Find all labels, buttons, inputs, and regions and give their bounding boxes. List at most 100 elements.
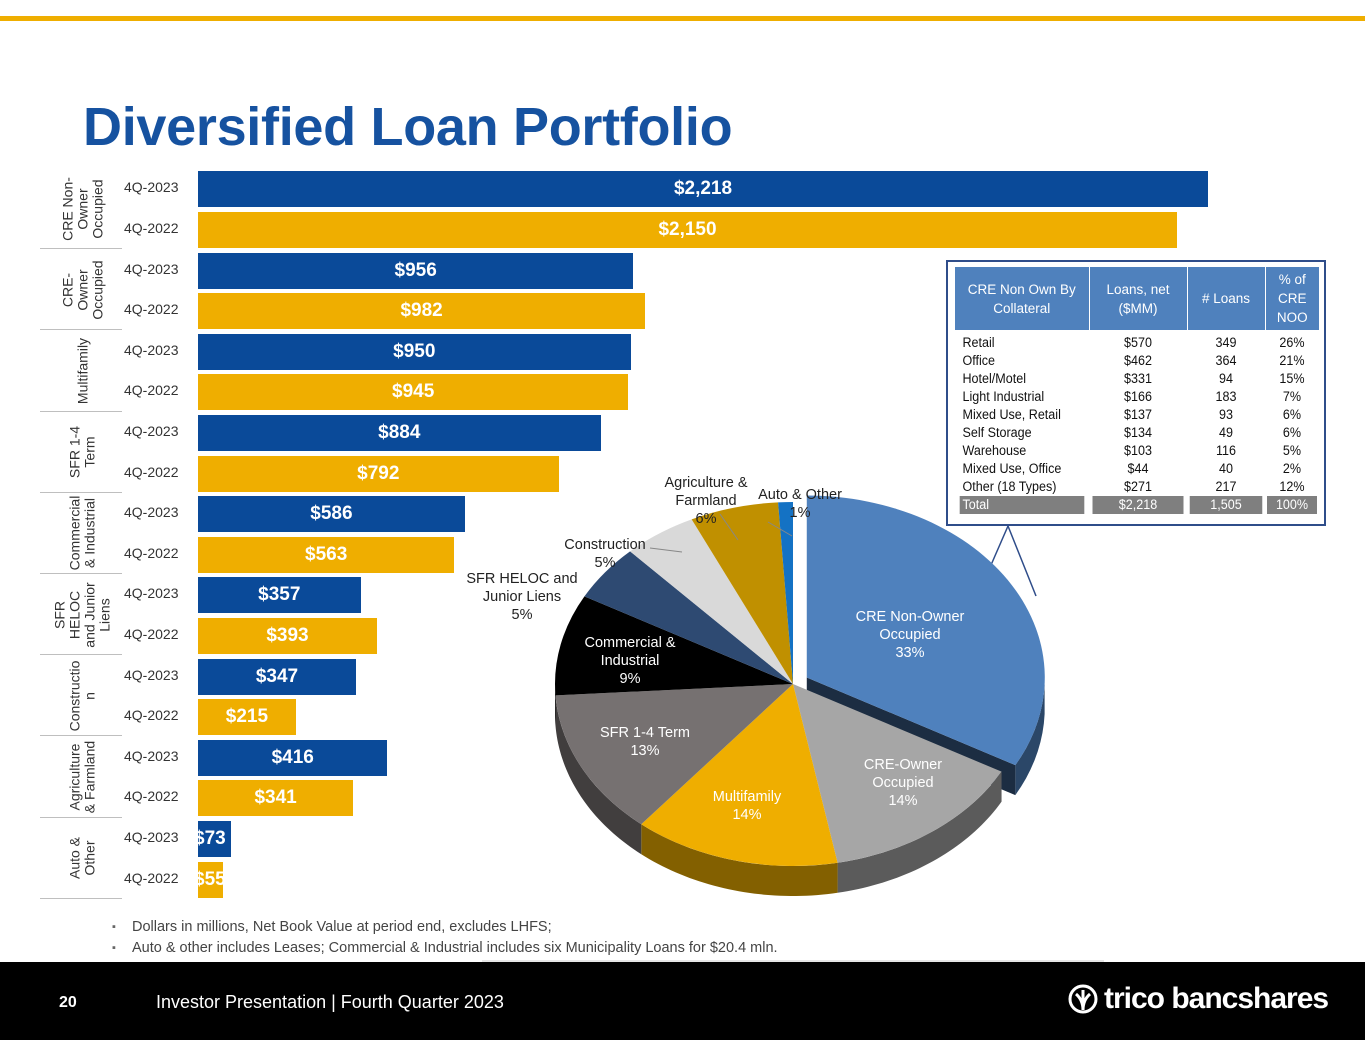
loan-bar-chart: CRE Non- Owner Occupied 4Q-2023 $2,218 4Q-2… <box>38 168 1218 904</box>
pie-slice-side <box>837 771 1002 893</box>
period-label: 4Q-2023 <box>124 666 179 683</box>
footnote: Auto & other includes Leases; Commercial… <box>112 938 778 959</box>
category-label: Agriculture & Farmland <box>66 740 98 814</box>
table-cell: 349 <box>1215 335 1237 350</box>
pie-slice-label: Agriculture & Farmland 6% <box>664 475 748 527</box>
bar-value-label: $792 <box>357 462 400 484</box>
bar-2022 <box>198 455 559 492</box>
pie-slice-label: Commercial & Industrial 9% <box>584 635 676 687</box>
category-separator <box>40 248 122 250</box>
bar-2022 <box>198 536 455 573</box>
bar-value-label: $55 <box>194 868 226 890</box>
category-separator <box>40 329 122 331</box>
category-separator <box>40 735 122 737</box>
period-label: 4Q-2022 <box>124 707 179 724</box>
bar-value-label: $73 <box>194 827 226 849</box>
table-body: Retail $570 349 26% Office $462 364 21% Hotel/Mo… <box>955 330 1319 514</box>
table-cell: $103 <box>1124 443 1152 458</box>
pie-slice-label: SFR 1-4 Term 13% <box>600 725 690 759</box>
table-cell: $462 <box>1124 353 1152 368</box>
table-row: Self Storage $134 49 6% <box>955 424 1319 442</box>
period-label: 4Q-2023 <box>124 179 179 196</box>
bar-value-label: $341 <box>254 787 297 809</box>
table-total-cell: 100% <box>1266 496 1318 514</box>
pie-slice-side <box>1015 684 1045 796</box>
footnotes: Dollars in millions, Net Book Value at p… <box>112 917 778 959</box>
bar-2023 <box>198 171 1208 208</box>
period-label: 4Q-2022 <box>124 869 179 886</box>
period-label: 4Q-2022 <box>124 625 179 642</box>
page-title: Diversified Loan Portfolio <box>83 97 733 157</box>
bar-value-label: $2,150 <box>658 218 717 240</box>
table-cell: Hotel/Motel <box>962 371 1026 386</box>
table-total-row: Total $2,218 1,505 100% <box>955 496 1319 514</box>
footnote: Dollars in millions, Net Book Value at p… <box>112 917 778 938</box>
pie-svg <box>555 495 1045 896</box>
brand-leaf-icon <box>1068 984 1098 1014</box>
bar-2022 <box>198 293 646 330</box>
category-label: SFR HELOC and Junior Liens <box>51 581 113 648</box>
pie-slice <box>793 684 1002 863</box>
table-row: Other (18 Types) $271 217 12% <box>955 478 1319 496</box>
bar-value-label: $884 <box>378 421 421 443</box>
footnote-rule <box>482 960 1104 962</box>
table-cell: 15% <box>1279 371 1305 386</box>
period-label: 4Q-2023 <box>124 585 179 602</box>
category-label: Commercial & Industrial <box>66 496 98 571</box>
bar-2022 <box>198 211 1178 248</box>
table-cell: Other (18 Types) <box>962 479 1057 494</box>
top-accent-rule <box>0 16 1365 21</box>
footer-bar: 20 Investor Presentation | Fourth Quarte… <box>0 962 1365 1040</box>
bar-value-label: $950 <box>393 340 436 362</box>
table-cell: Mixed Use, Retail <box>962 407 1061 422</box>
table-cell: Mixed Use, Office <box>962 461 1062 476</box>
table-cell: 116 <box>1215 443 1237 458</box>
table-row: Retail $570 349 26% <box>955 330 1319 352</box>
period-label: 4Q-2023 <box>124 828 179 845</box>
table-total-cell: 1,505 <box>1189 496 1263 514</box>
header-pct-cre-noo: % of CRE NOO <box>1265 267 1319 330</box>
table-cell: 12% <box>1279 479 1305 494</box>
table-row: Hotel/Motel $331 94 15% <box>955 370 1319 388</box>
table-row: Mixed Use, Office $44 40 2% <box>955 460 1319 478</box>
table-cell: 26% <box>1279 335 1305 350</box>
bar-2023 <box>198 820 232 857</box>
table-row: Warehouse $103 116 5% <box>955 442 1319 460</box>
bar-2022 <box>198 699 296 736</box>
period-label: 4Q-2023 <box>124 341 179 358</box>
table-row: Office $462 364 21% <box>955 352 1319 370</box>
header-collateral: CRE Non Own By Collateral <box>955 267 1090 330</box>
pie-slice-label: Multifamily 14% <box>712 789 782 823</box>
pie-slice-label: Auto & Other 1% <box>758 487 842 521</box>
category-label: CRE Non- Owner Occupied <box>59 176 106 241</box>
pie-slice-label: SFR HELOC and Junior Liens 5% <box>466 571 578 623</box>
pie-slice-label: Construction 5% <box>564 537 646 571</box>
header-num-loans: # Loans <box>1187 267 1266 330</box>
pie-slice <box>630 519 793 684</box>
bar-value-label: $982 <box>400 300 443 322</box>
period-label: 4Q-2023 <box>124 260 179 277</box>
loan-mix-pie-chart: CRE Non-Owner Occupied 33% CRE-Owner Occu… <box>420 470 1080 910</box>
bar-2023 <box>198 496 465 533</box>
period-label: 4Q-2022 <box>124 788 179 805</box>
category-separator <box>40 410 122 412</box>
table-cell: Office <box>962 353 996 368</box>
bar-value-label: $945 <box>392 381 435 403</box>
table-header-row: CRE Non Own By Collateral Loans, net ($M… <box>955 267 1319 330</box>
pie-slice-label: CRE-Owner Occupied 14% <box>863 757 943 809</box>
bar-value-label: $357 <box>258 584 301 606</box>
table-row: Mixed Use, Retail $137 93 6% <box>955 406 1319 424</box>
pie-slice <box>641 684 838 866</box>
pie-slice-side <box>641 824 838 896</box>
page-number: 20 <box>59 994 77 1011</box>
table-cell: $271 <box>1124 479 1152 494</box>
bar-2023 <box>198 577 361 614</box>
leader-line <box>719 513 739 541</box>
cre-collateral-table-box: CRE Non Own By Collateral Loans, net ($M… <box>946 260 1326 526</box>
table-total-cell: $2,218 <box>1092 496 1184 514</box>
pie-slice <box>778 502 793 684</box>
category-separator <box>40 491 122 493</box>
period-label: 4Q-2023 <box>124 504 179 521</box>
bar-value-label: $956 <box>394 259 437 281</box>
table-row: Light Industrial $166 183 7% <box>955 388 1319 406</box>
